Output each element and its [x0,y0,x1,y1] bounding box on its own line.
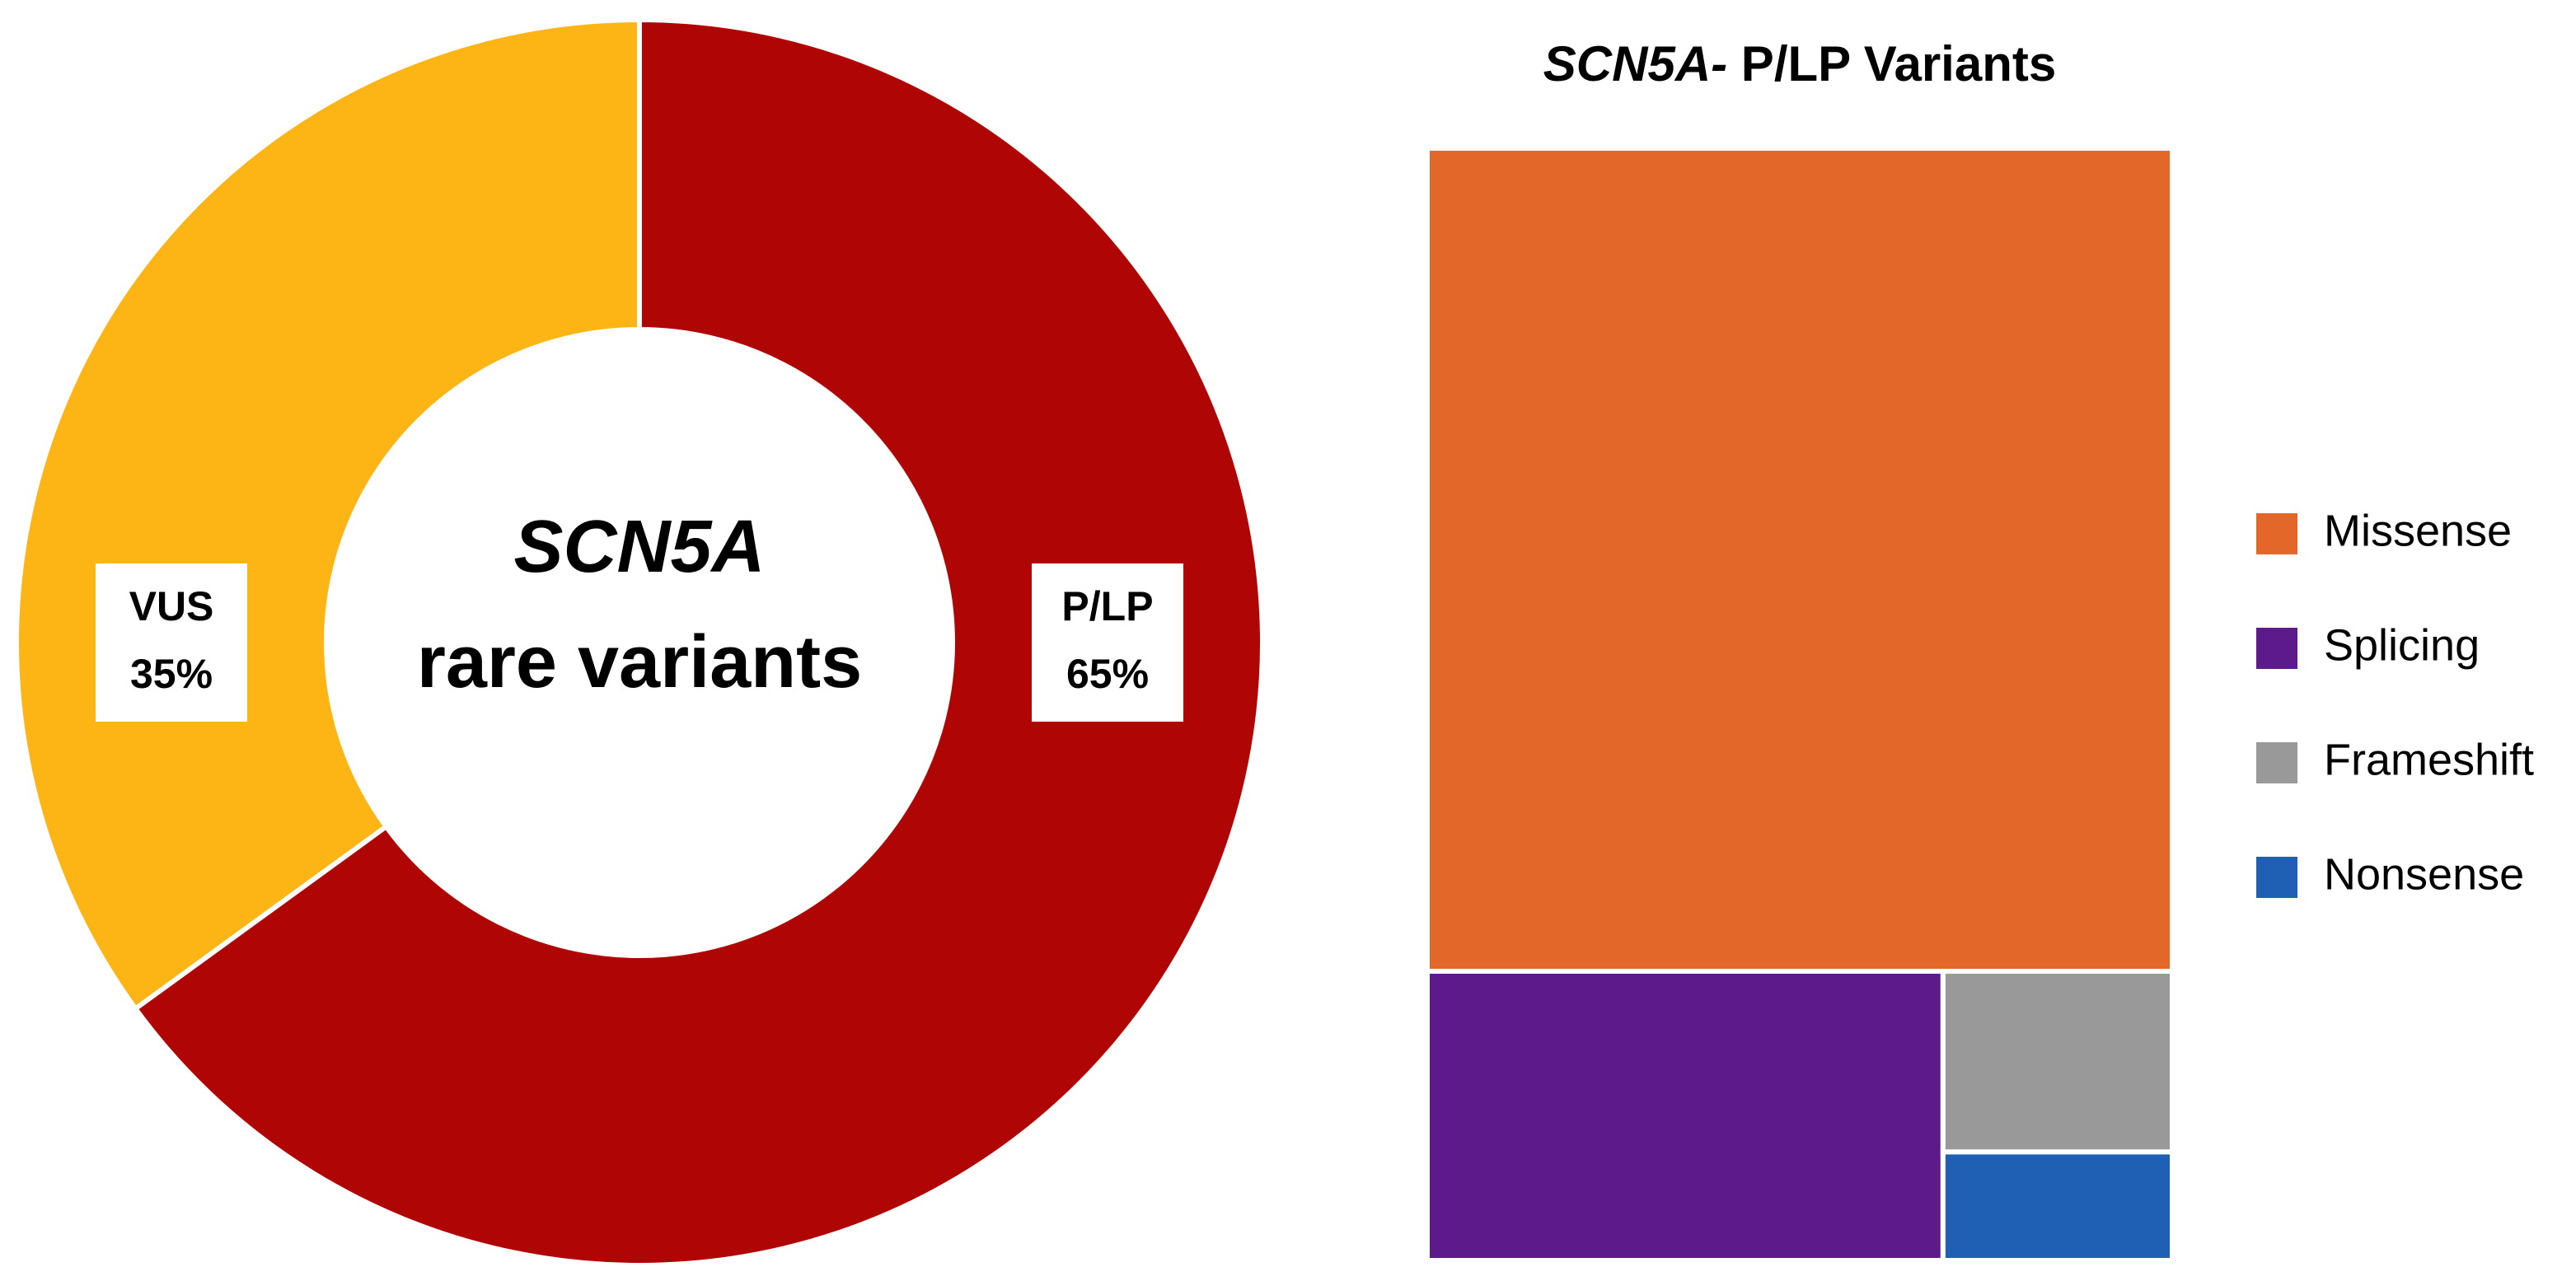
label-box [1032,563,1183,722]
slice-value-label: 65% [1066,651,1149,697]
chart-title-italic: SCN5A- [1543,36,1727,91]
center-subtitle: rare variants [417,621,862,704]
treemap-cell [1425,146,2175,974]
slice-label: P/LP [1061,583,1153,629]
donut-slice [132,16,1265,1267]
treemap-cell [1425,969,1946,1263]
legend-swatch [2256,857,2297,898]
legend-swatch [2256,513,2297,554]
center-title: SCN5A [513,506,765,588]
legend-swatch [2256,742,2297,783]
label-box [96,563,247,722]
legend-label: Missense [2324,506,2512,555]
legend-label: Frameshift [2324,735,2534,784]
treemap-cell [1940,969,2176,1155]
slice-value-label: 35% [130,651,213,697]
legend-label: Nonsense [2324,849,2524,899]
treemap-cell [1940,1149,2176,1263]
chart-title-text: P/LP Variants [1741,36,2056,91]
donut-slice [14,16,642,1012]
slice-label: VUS [129,583,214,629]
legend-label: Splicing [2324,620,2480,670]
legend-swatch [2256,628,2297,669]
chart-title: SCN5A- P/LP Variants [1543,36,2056,91]
